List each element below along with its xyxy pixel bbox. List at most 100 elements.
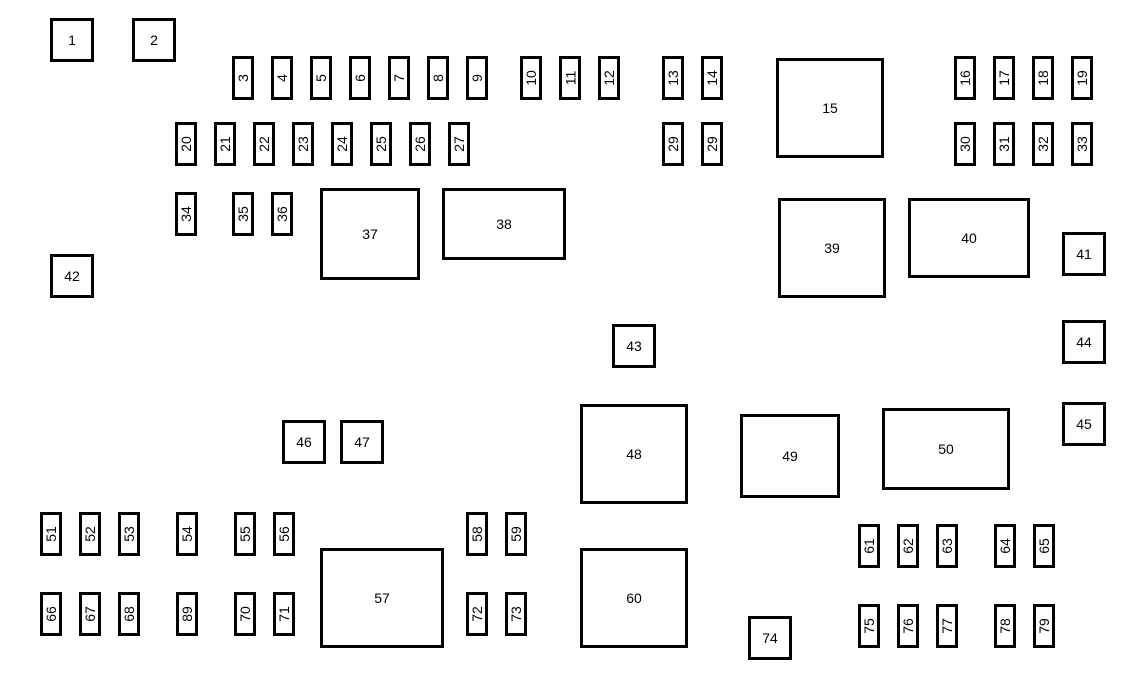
fuse-label: 29	[665, 136, 681, 152]
fuse-label: 48	[626, 446, 642, 462]
fuse-47: 47	[340, 420, 384, 464]
fuse-label: 14	[704, 70, 720, 86]
fuse-67: 67	[79, 592, 101, 636]
fuse-label: 74	[762, 630, 778, 646]
fuse-20: 20	[175, 122, 197, 166]
fuse-label: 7	[391, 74, 407, 82]
fuse-69: 89	[176, 592, 198, 636]
fuse-label: 34	[178, 206, 194, 222]
fuse-label: 3	[235, 74, 251, 82]
fuse-57: 57	[320, 548, 444, 648]
fuse-label: 5	[313, 74, 329, 82]
fuse-label: 52	[82, 526, 98, 542]
fuse-58: 58	[466, 512, 488, 556]
fuse-16: 16	[954, 56, 976, 100]
fuse-label: 49	[782, 448, 798, 464]
fuse-label: 46	[296, 434, 312, 450]
fuse-5: 5	[310, 56, 332, 100]
fuse-12: 12	[598, 56, 620, 100]
fuse-label: 54	[179, 526, 195, 542]
fuse-34: 34	[175, 192, 197, 236]
fuse-44: 44	[1062, 320, 1106, 364]
fuse-label: 60	[626, 590, 642, 606]
fuse-label: 64	[997, 538, 1013, 554]
fuse-label: 67	[82, 606, 98, 622]
fuse-61: 61	[858, 524, 880, 568]
fuse-label: 55	[237, 526, 253, 542]
fuse-74: 74	[748, 616, 792, 660]
fuse-79: 79	[1033, 604, 1055, 648]
fuse-label: 40	[961, 230, 977, 246]
fuse-label: 44	[1076, 334, 1092, 350]
fuse-label: 50	[938, 441, 954, 457]
fuse-label: 6	[352, 74, 368, 82]
fuse-72: 72	[466, 592, 488, 636]
fuse-39: 39	[778, 198, 886, 298]
fuse-label: 10	[523, 70, 539, 86]
fuse-label: 47	[354, 434, 370, 450]
fuse-label: 21	[217, 136, 233, 152]
fuse-64: 64	[994, 524, 1016, 568]
fuse-10: 10	[520, 56, 542, 100]
fuse-label: 4	[274, 74, 290, 82]
fuse-label: 75	[861, 618, 877, 634]
fuse-40: 40	[908, 198, 1030, 278]
fuse-label: 16	[957, 70, 973, 86]
fuse-1: 1	[50, 18, 94, 62]
fuse-label: 78	[997, 618, 1013, 634]
fuse-60: 60	[580, 548, 688, 648]
fuse-label: 76	[900, 618, 916, 634]
fuse-43: 43	[612, 324, 656, 368]
fuse-37: 37	[320, 188, 420, 280]
fuse-8: 8	[427, 56, 449, 100]
fuse-label: 8	[430, 74, 446, 82]
fuse-label: 68	[121, 606, 137, 622]
fuse-75: 75	[858, 604, 880, 648]
fuse-label: 63	[939, 538, 955, 554]
fuse-label: 24	[334, 136, 350, 152]
fuse-label: 77	[939, 618, 955, 634]
fuse-56: 56	[273, 512, 295, 556]
fuse-70: 70	[234, 592, 256, 636]
fuse-30: 30	[954, 122, 976, 166]
fuse-label: 59	[508, 526, 524, 542]
fuse-22: 22	[253, 122, 275, 166]
fuse-label: 71	[276, 606, 292, 622]
fuse-6: 6	[349, 56, 371, 100]
fuse-50: 50	[882, 408, 1010, 490]
fuse-label: 72	[469, 606, 485, 622]
fuse-55: 55	[234, 512, 256, 556]
fuse-11: 11	[559, 56, 581, 100]
fuse-53: 53	[118, 512, 140, 556]
fuse-label: 43	[626, 338, 642, 354]
fuse-35: 35	[232, 192, 254, 236]
fuse-label: 19	[1074, 70, 1090, 86]
fuse-label: 22	[256, 136, 272, 152]
fuse-label: 30	[957, 136, 973, 152]
fuse-2: 2	[132, 18, 176, 62]
fuse-38: 38	[442, 188, 566, 260]
fuse-28: 29	[662, 122, 684, 166]
fuse-label: 62	[900, 538, 916, 554]
fuse-label: 1	[68, 32, 76, 48]
fuse-52: 52	[79, 512, 101, 556]
fuse-51: 51	[40, 512, 62, 556]
fuse-label: 27	[451, 136, 467, 152]
fuse-42: 42	[50, 254, 94, 298]
fuse-label: 2	[150, 32, 158, 48]
fuse-label: 11	[562, 71, 578, 86]
fuse-label: 15	[822, 100, 838, 116]
fuse-17: 17	[993, 56, 1015, 100]
fuse-23: 23	[292, 122, 314, 166]
fuse-68: 68	[118, 592, 140, 636]
fuse-32: 32	[1032, 122, 1054, 166]
fuse-label: 57	[374, 590, 390, 606]
fuse-label: 51	[43, 526, 59, 542]
fuse-71: 71	[273, 592, 295, 636]
fuse-label: 29	[704, 136, 720, 152]
fuse-63: 63	[936, 524, 958, 568]
fuse-59: 59	[505, 512, 527, 556]
fuse-46: 46	[282, 420, 326, 464]
fuse-label: 45	[1076, 416, 1092, 432]
fuse-36: 36	[271, 192, 293, 236]
